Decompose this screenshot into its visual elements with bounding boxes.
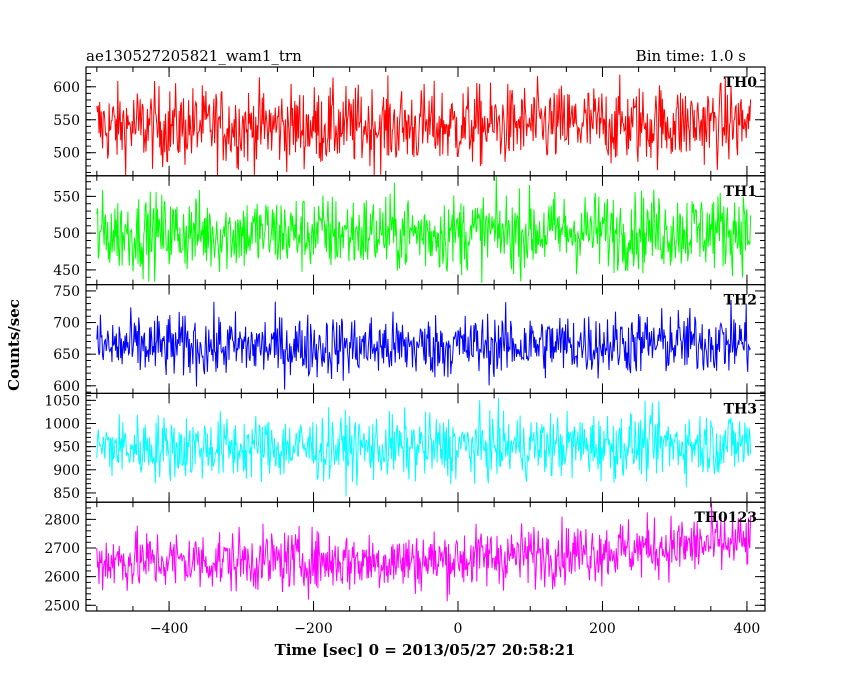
y-tick-label: 2800 bbox=[44, 512, 80, 528]
y-tick-label: 500 bbox=[53, 146, 80, 162]
y-tick-label: 950 bbox=[53, 440, 80, 456]
y-tick-label: 600 bbox=[53, 379, 80, 395]
series-th3 bbox=[96, 397, 752, 497]
y-tick-label: 600 bbox=[53, 80, 80, 96]
panel-label-th3: TH3 bbox=[724, 401, 757, 417]
panel-label-th1: TH1 bbox=[724, 184, 757, 200]
y-tick-label: 1000 bbox=[44, 416, 80, 432]
y-tick-label: 2600 bbox=[44, 570, 80, 586]
y-tick-label: 550 bbox=[53, 113, 80, 129]
x-tick-label: −400 bbox=[150, 621, 188, 637]
panel-frame bbox=[85, 501, 766, 612]
y-tick-label: 1050 bbox=[44, 393, 80, 409]
chart-title: ae130527205821_wam1_trn bbox=[86, 47, 302, 65]
series-th0123 bbox=[96, 503, 752, 602]
x-axis-ticks: −400 −200 0 200 400 bbox=[150, 621, 760, 637]
x-tick-label: 0 bbox=[454, 621, 463, 637]
panel-th0: 500 550 600 TH0 bbox=[53, 66, 766, 177]
panel-label-th2: TH2 bbox=[724, 293, 757, 309]
panel-th3: 850 900 950 1000 1050 TH3 bbox=[44, 392, 766, 503]
x-tick-label: −200 bbox=[294, 621, 332, 637]
y-axis-title: Counts/sec bbox=[5, 299, 23, 391]
y-tick-label: 850 bbox=[53, 486, 80, 502]
series-th1 bbox=[96, 175, 752, 284]
x-axis-title: Time [sec] 0 = 2013/05/27 20:58:21 bbox=[275, 641, 576, 659]
y-tick-label: 900 bbox=[53, 463, 80, 479]
chart-panels: 500 550 600 TH0 450 500 550 TH1 600 650 700 750 TH2 8… bbox=[44, 66, 766, 614]
panel-th1: 450 500 550 TH1 bbox=[53, 175, 766, 286]
panel-th2: 600 650 700 750 TH2 bbox=[53, 284, 766, 395]
x-tick-label: 400 bbox=[734, 621, 761, 637]
x-tick-label: 200 bbox=[589, 621, 616, 637]
y-tick-label: 650 bbox=[53, 347, 80, 363]
y-tick-label: 2700 bbox=[44, 541, 80, 557]
series-th0 bbox=[96, 74, 752, 176]
bin-time-label: Bin time: 1.0 s bbox=[636, 47, 746, 65]
y-tick-label: 750 bbox=[53, 284, 80, 300]
panel-label-th0123: TH0123 bbox=[694, 510, 757, 526]
y-tick-label: 550 bbox=[53, 189, 80, 205]
panel-label-th0: TH0 bbox=[724, 75, 758, 91]
y-tick-label: 450 bbox=[53, 263, 80, 279]
series-th2 bbox=[96, 299, 752, 390]
y-tick-label: 500 bbox=[53, 226, 80, 242]
y-tick-label: 700 bbox=[53, 316, 80, 332]
panel-th0123: 2500 2600 2700 2800 TH0123 bbox=[44, 501, 766, 614]
y-tick-label: 2500 bbox=[44, 598, 80, 614]
